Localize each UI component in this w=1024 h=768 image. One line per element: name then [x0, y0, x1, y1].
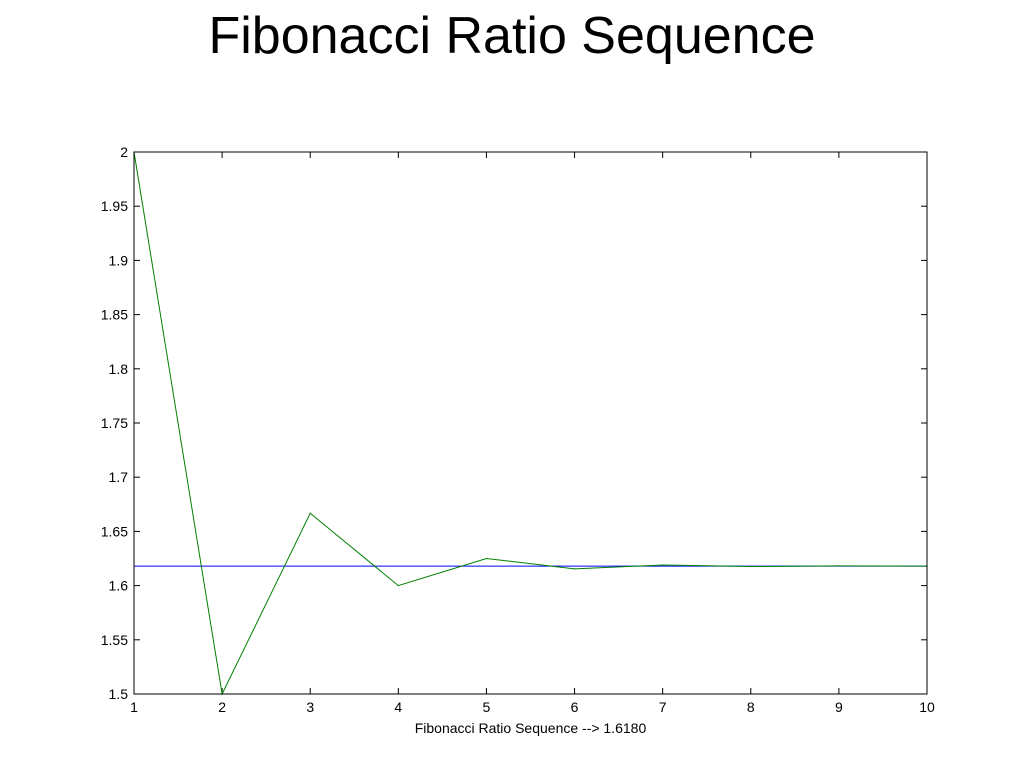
x-tick-label: 9 [835, 699, 843, 715]
plot-frame [133, 151, 928, 695]
data-point [662, 564, 664, 566]
x-tick-label: 8 [747, 699, 755, 715]
y-tick-label: 1.85 [101, 307, 128, 323]
slide-title: Fibonacci Ratio Sequence [208, 7, 816, 65]
x-tick-label: 7 [659, 699, 667, 715]
x-tick-label: 1 [130, 699, 138, 715]
data-point [573, 568, 576, 570]
y-tick-label: 2 [120, 144, 128, 160]
y-tick-label: 1.95 [101, 198, 128, 214]
tick-labels: 1 2 3 4 5 6 7 8 9 10 1.5 1.55 1.6 1.65 1.7 1.75 1.8 1.85 1… [101, 144, 935, 715]
y-tick-label: 1.6 [109, 578, 129, 594]
x-tick-label: 4 [394, 699, 402, 715]
y-tick-label: 1.8 [109, 361, 129, 377]
x-axis-label: Fibonacci Ratio Sequence --> 1.6180 [415, 720, 647, 736]
data-point [750, 565, 752, 568]
series-line [133, 151, 928, 696]
x-tick-label: 5 [483, 699, 491, 715]
y-tick-label: 1.9 [109, 252, 129, 268]
y-tick-label: 1.65 [101, 523, 128, 539]
y-tick-label: 1.7 [109, 469, 129, 485]
x-tick-label: 6 [571, 699, 579, 715]
data-point [309, 512, 311, 514]
x-tick-label: 2 [218, 699, 226, 715]
y-tick-label: 1.55 [101, 632, 128, 648]
axis-ticks [133, 151, 928, 695]
chart-marks [133, 151, 928, 696]
data-point [838, 565, 840, 567]
data-point [397, 585, 399, 587]
x-tick-label: 10 [919, 699, 935, 715]
y-tick-label: 1.5 [109, 686, 129, 702]
data-point [485, 557, 488, 560]
x-tick-label: 3 [306, 699, 314, 715]
y-tick-label: 1.75 [101, 415, 128, 431]
